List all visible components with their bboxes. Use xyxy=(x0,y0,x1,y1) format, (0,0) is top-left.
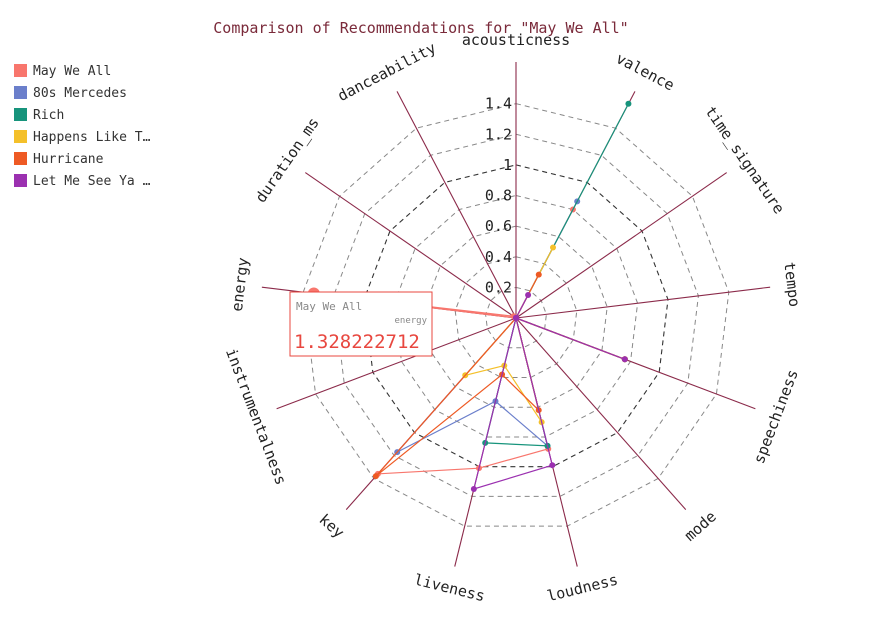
data-point-5-speechiness[interactable] xyxy=(621,356,628,363)
tooltip-series-name: May We All xyxy=(296,300,362,313)
radial-tick-labels: 0.2 0.4 0.6 0.8 1 1.2 1.4 xyxy=(485,95,512,297)
legend-swatch-0 xyxy=(14,64,27,77)
radial-tick-0: 0.2 xyxy=(485,278,512,296)
grid-ring-1 xyxy=(454,256,578,378)
axis-spoke-time_signature xyxy=(515,172,727,319)
series-line-3 xyxy=(463,247,626,423)
grid-ring-3 xyxy=(393,194,639,438)
axis-label-loudness: loudness xyxy=(545,571,619,606)
data-point-5-danceability[interactable] xyxy=(513,315,519,321)
grid-ring-5 xyxy=(333,133,699,497)
axis-spoke-tempo xyxy=(515,286,771,319)
legend-label-5[interactable]: Let Me See Ya … xyxy=(33,174,151,189)
legend-label-4[interactable]: Hurricane xyxy=(33,152,104,167)
axis-label-energy: energy xyxy=(228,257,252,313)
series-layer xyxy=(307,100,632,492)
legend-swatch-5 xyxy=(14,174,27,187)
radial-tick-2: 0.6 xyxy=(485,217,512,235)
chart-title: Comparison of Recommendations for "May W… xyxy=(213,19,628,37)
grid-ring-0 xyxy=(485,286,547,349)
axis-label-liveness: liveness xyxy=(412,571,486,606)
axis-spoke-danceability xyxy=(396,91,517,319)
tooltip-axis-name: energy xyxy=(394,316,427,326)
tooltip-box xyxy=(289,291,433,357)
axis-label-time_signature: time_signature xyxy=(701,103,788,217)
axis-spoke-instrumentalness xyxy=(276,317,517,410)
data-point-4-key[interactable] xyxy=(372,473,379,480)
data-point-5-liveness[interactable] xyxy=(470,485,477,492)
tooltip-value: 1.328222712 xyxy=(294,331,420,353)
legend-swatch-4 xyxy=(14,152,27,165)
data-point-3-valence[interactable] xyxy=(550,244,557,251)
series-3 xyxy=(462,244,628,426)
legend-label-0[interactable]: May We All xyxy=(33,64,111,79)
grid-ring-6 xyxy=(302,103,730,527)
radial-tick-1: 0.4 xyxy=(485,248,512,266)
axis-spoke-mode xyxy=(515,317,687,510)
data-point-2-valence[interactable] xyxy=(625,100,632,107)
axis-label-duration_ms: duration_ms xyxy=(252,114,323,206)
radial-tick-6: 1.4 xyxy=(485,95,512,113)
legend-label-1[interactable]: 80s Mercedes xyxy=(33,86,127,101)
axis-label-instrumentalness: instrumentalness xyxy=(222,346,290,487)
axis-label-mode: mode xyxy=(681,507,720,544)
legend-label-3[interactable]: Happens Like T… xyxy=(33,130,151,145)
series-5 xyxy=(470,291,628,492)
legend-swatch-3 xyxy=(14,130,27,143)
data-point-4-valence[interactable] xyxy=(535,271,542,278)
axis-label-key: key xyxy=(316,510,348,541)
legend-label-2[interactable]: Rich xyxy=(33,108,64,123)
axis-label-acousticness: acousticness xyxy=(462,31,570,49)
axis-label-tempo: tempo xyxy=(780,261,803,308)
axis-label-danceability: danceability xyxy=(335,39,439,105)
legend: May We All 80s Mercedes Rich Happens Like T… xyxy=(14,64,151,189)
radial-tick-4: 1 xyxy=(503,156,512,174)
radial-tick-3: 0.8 xyxy=(485,187,512,205)
radial-grid xyxy=(302,103,730,527)
data-point-5-loudness[interactable] xyxy=(549,462,556,469)
series-line-5 xyxy=(473,294,626,490)
data-point-5-valence[interactable] xyxy=(525,291,532,298)
grid-ring-4 xyxy=(363,164,669,468)
legend-swatch-2 xyxy=(14,108,27,121)
radial-tick-5: 1.2 xyxy=(485,125,512,143)
hover-tooltip: May We All energy 1.328222712 xyxy=(289,291,433,357)
legend-swatch-1 xyxy=(14,86,27,99)
axis-label-valence: valence xyxy=(613,49,677,94)
axis-spoke-duration_ms xyxy=(305,172,517,319)
axis-label-speechiness: speechiness xyxy=(750,367,802,466)
